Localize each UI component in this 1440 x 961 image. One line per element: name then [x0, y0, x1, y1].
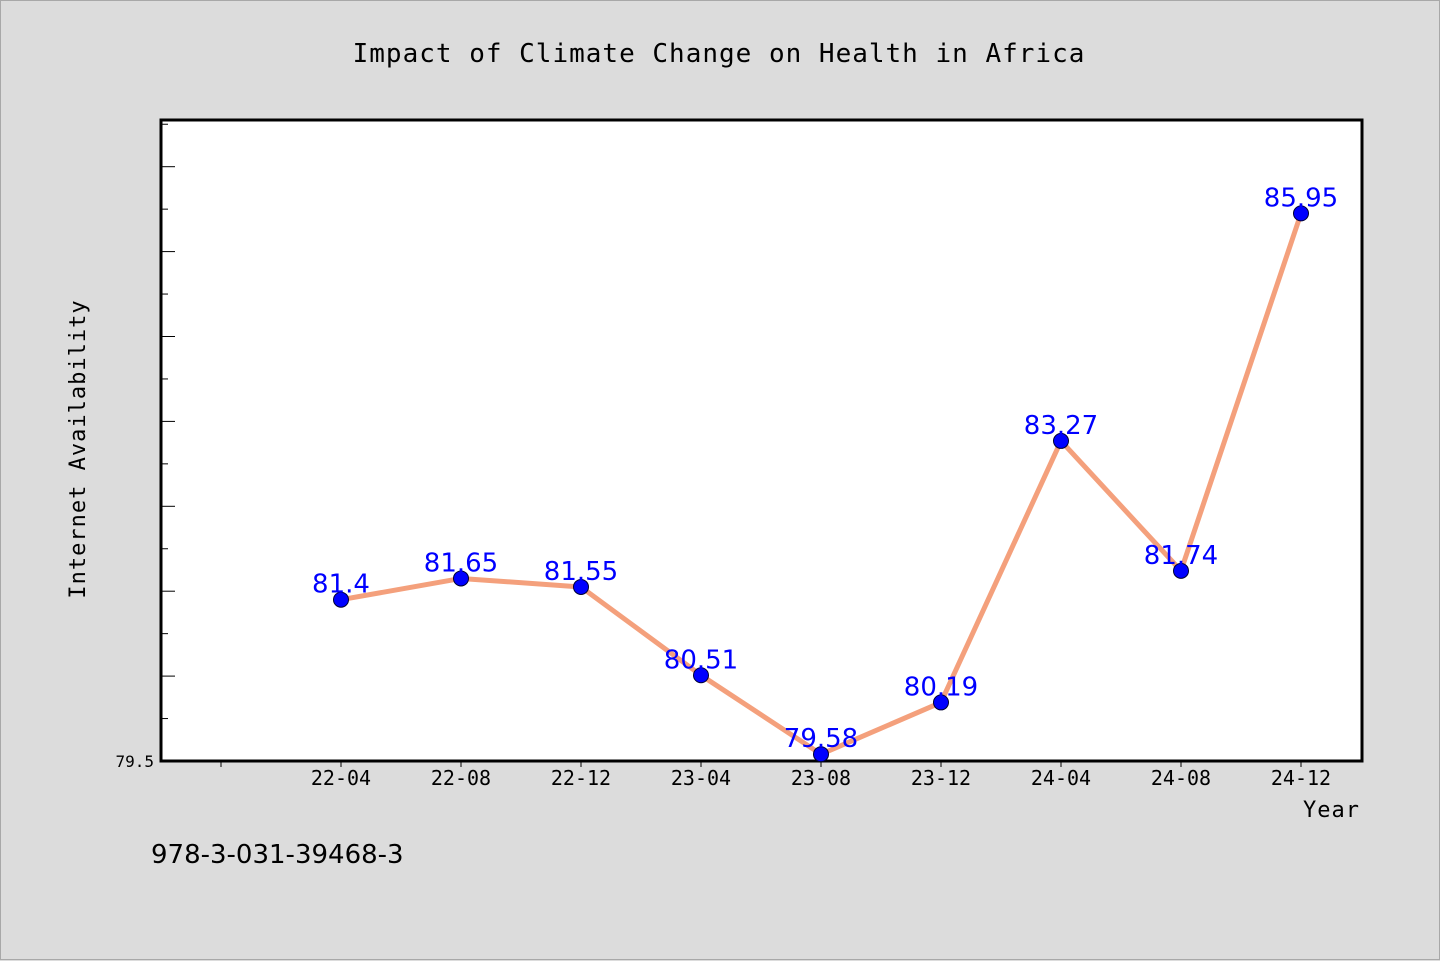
data-point	[453, 570, 469, 587]
y-axis-min-label: 79.5	[115, 752, 154, 771]
y-axis-ticks	[161, 123, 175, 762]
y-axis-label: Internet Availability	[66, 299, 91, 598]
chart-title: Impact of Climate Change on Health in Af…	[353, 39, 1086, 69]
plot-area	[159, 118, 1364, 763]
data-point	[933, 694, 949, 711]
x-tick-label: 23-12	[911, 766, 971, 790]
x-tick-label: 22-12	[551, 766, 611, 790]
data-label: 85.95	[1264, 183, 1338, 213]
data-markers	[333, 205, 1309, 763]
x-axis-tick-labels: 22-04 22-08 22-12 23-04 23-08 23-12 24-04 24-08…	[311, 766, 1331, 790]
data-point	[1293, 205, 1309, 222]
data-point	[1173, 562, 1189, 579]
x-tick-label: 23-08	[791, 766, 851, 790]
data-point	[813, 746, 829, 763]
data-label: 83.27	[1024, 411, 1098, 441]
data-label: 80.19	[904, 672, 978, 702]
data-point	[1053, 432, 1069, 449]
data-label: 79.58	[784, 724, 858, 754]
data-point	[693, 667, 709, 684]
x-axis-ticks	[220, 761, 1302, 767]
x-tick-label: 22-04	[311, 766, 371, 790]
data-labels: 81.4 81.65 81.55 80.51 79.58 80.19 83.27 81.74 8…	[312, 183, 1338, 754]
data-label: 80.51	[664, 645, 738, 675]
data-label: 81.55	[544, 557, 618, 587]
data-point	[333, 591, 349, 608]
data-label: 81.74	[1144, 541, 1218, 571]
x-tick-label: 23-04	[671, 766, 731, 790]
isbn-footer: 978-3-031-39468-3	[151, 840, 404, 870]
x-tick-label: 24-04	[1031, 766, 1091, 790]
x-tick-label: 22-08	[431, 766, 491, 790]
data-label: 81.4	[312, 570, 370, 600]
x-axis-label: Year	[1303, 798, 1360, 823]
x-tick-label: 24-12	[1271, 766, 1331, 790]
data-point	[573, 578, 589, 595]
data-label: 81.65	[424, 548, 498, 578]
x-tick-label: 24-08	[1151, 766, 1211, 790]
